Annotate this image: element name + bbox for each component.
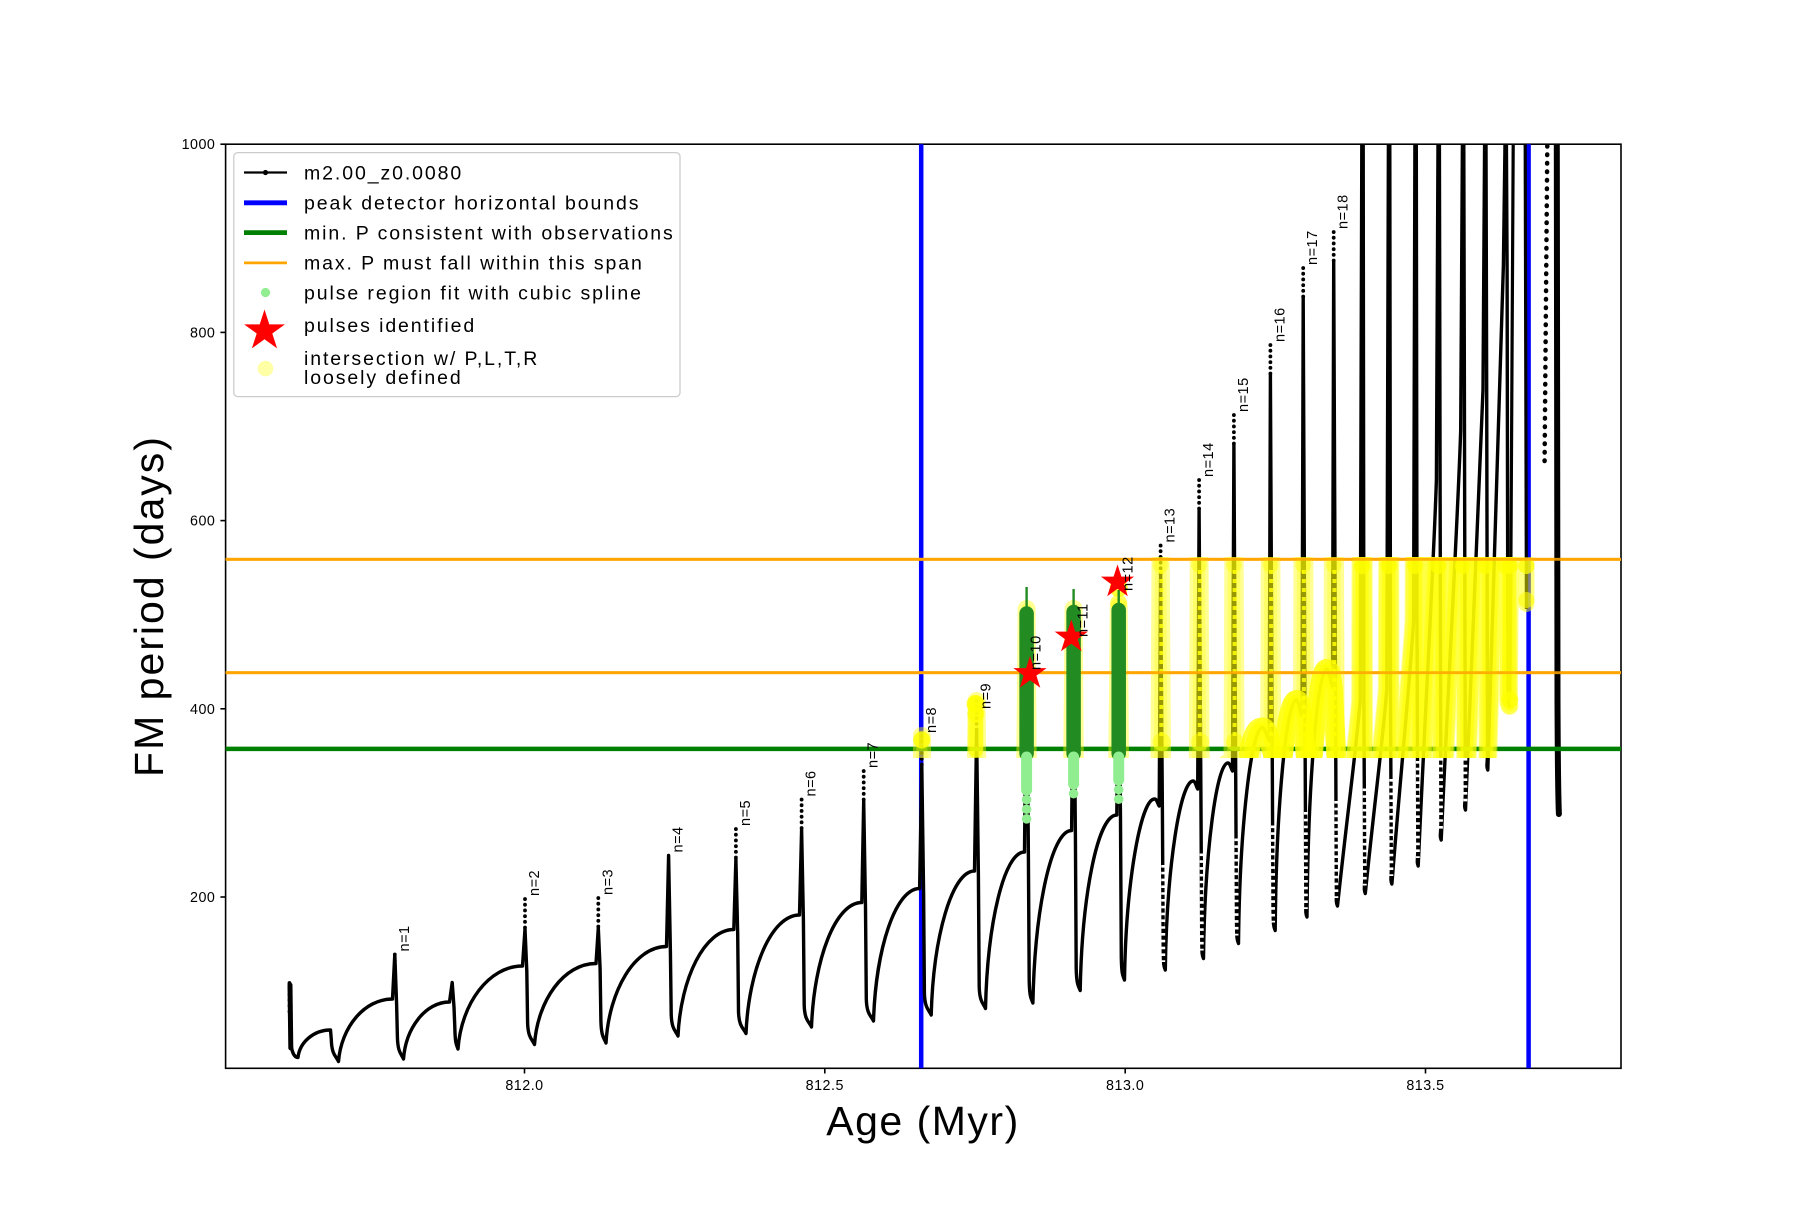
svg-text:loosely defined: loosely defined <box>304 367 463 389</box>
svg-text:n=12: n=12 <box>1121 556 1137 591</box>
svg-text:n=5: n=5 <box>738 800 754 826</box>
svg-text:m2.00_z0.0080: m2.00_z0.0080 <box>304 162 463 184</box>
svg-text:n=3: n=3 <box>600 869 616 895</box>
svg-text:n=9: n=9 <box>979 683 995 709</box>
svg-text:n=14: n=14 <box>1201 442 1217 477</box>
svg-text:813.5: 813.5 <box>1406 1078 1444 1094</box>
svg-text:812.0: 812.0 <box>505 1078 543 1094</box>
svg-text:1000: 1000 <box>182 137 216 153</box>
svg-text:FM period (days): FM period (days) <box>126 435 172 777</box>
svg-text:n=13: n=13 <box>1163 508 1179 543</box>
svg-text:n=16: n=16 <box>1272 307 1288 342</box>
svg-text:n=15: n=15 <box>1236 377 1252 412</box>
svg-text:n=18: n=18 <box>1336 194 1352 229</box>
svg-text:200: 200 <box>190 890 215 906</box>
svg-text:n=6: n=6 <box>804 770 820 796</box>
svg-text:max. P must fall within this s: max. P must fall within this span <box>304 253 644 275</box>
svg-text:812.5: 812.5 <box>806 1078 844 1094</box>
svg-text:n=10: n=10 <box>1029 635 1045 670</box>
svg-text:800: 800 <box>190 325 215 341</box>
svg-text:n=1: n=1 <box>397 925 413 951</box>
svg-text:400: 400 <box>190 702 215 718</box>
svg-text:n=2: n=2 <box>527 870 543 896</box>
svg-text:n=11: n=11 <box>1076 603 1092 637</box>
svg-text:Age (Myr): Age (Myr) <box>826 1098 1019 1144</box>
svg-text:n=7: n=7 <box>866 742 882 768</box>
svg-text:peak detector horizontal bound: peak detector horizontal bounds <box>304 193 640 215</box>
svg-text:intersection w/ P,L,T,R: intersection w/ P,L,T,R <box>304 348 539 370</box>
svg-text:min. P consistent with observa: min. P consistent with observations <box>304 222 675 244</box>
svg-text:n=4: n=4 <box>671 826 687 852</box>
svg-text:n=8: n=8 <box>924 707 940 733</box>
svg-text:813.0: 813.0 <box>1106 1078 1144 1094</box>
svg-text:pulse region fit with cubic sp: pulse region fit with cubic spline <box>304 282 643 304</box>
svg-text:n=17: n=17 <box>1305 230 1321 265</box>
svg-text:600: 600 <box>190 514 215 530</box>
svg-text:pulses identified: pulses identified <box>304 315 476 337</box>
